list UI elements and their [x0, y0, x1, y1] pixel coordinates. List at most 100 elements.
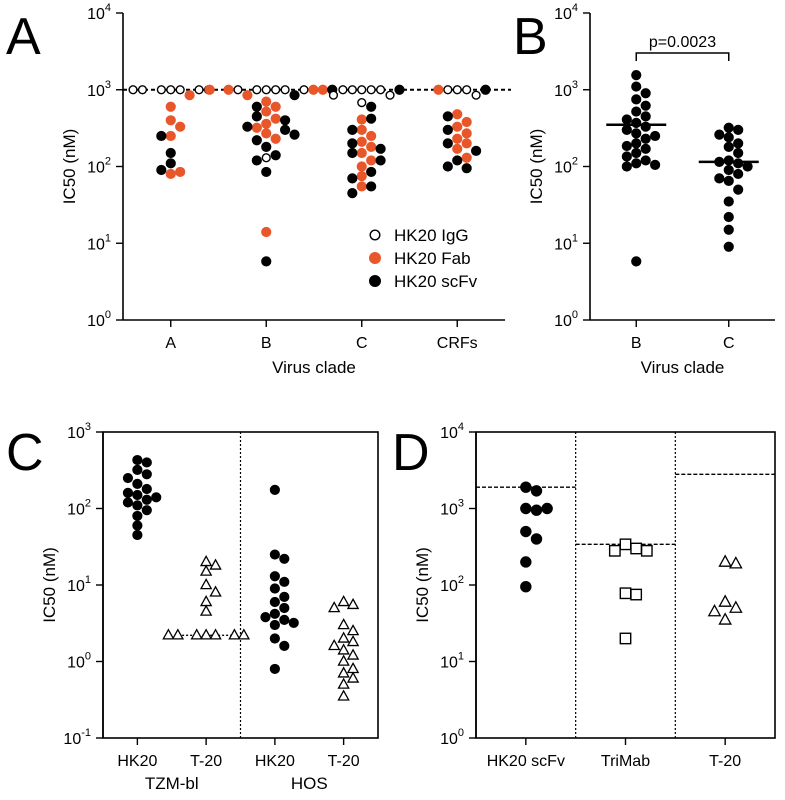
data-point	[621, 161, 632, 172]
data-point	[520, 581, 532, 593]
data-point	[162, 628, 175, 640]
data-point	[530, 504, 543, 516]
data-point	[461, 163, 472, 174]
data-point	[385, 90, 395, 100]
y-tick-label: 101	[67, 574, 91, 595]
data-point	[442, 111, 453, 122]
data-point	[337, 643, 350, 655]
data-point	[541, 502, 553, 515]
data-point	[461, 128, 472, 139]
x-tick-label: C	[723, 335, 735, 352]
data-point	[640, 121, 651, 132]
data-point	[631, 128, 642, 139]
data-point	[357, 98, 367, 108]
data-point	[251, 155, 262, 166]
x-axis-label: Virus clade	[272, 358, 356, 377]
legend-label: HK20 scFv	[394, 272, 478, 291]
group-label: HOS	[291, 774, 328, 793]
data-point	[337, 666, 350, 678]
data-point	[122, 497, 134, 508]
data-point	[132, 454, 143, 466]
data-point	[376, 85, 386, 95]
data-point	[631, 138, 642, 149]
data-point	[242, 90, 253, 101]
data-point	[346, 597, 360, 610]
data-point	[347, 124, 358, 135]
x-tick-label: HK20 scFv	[487, 753, 565, 770]
x-axis-label: Virus clade	[641, 358, 725, 377]
data-point	[723, 132, 734, 143]
y-tick-label: 101	[440, 651, 464, 672]
data-point	[723, 155, 734, 166]
data-point	[338, 85, 348, 95]
panel-label-a: A	[6, 8, 41, 66]
data-point	[621, 114, 632, 125]
data-point	[270, 133, 281, 144]
data-point	[328, 90, 339, 100]
y-tick-label: 102	[554, 156, 578, 177]
data-point	[327, 638, 341, 651]
data-point	[132, 500, 143, 511]
data-point	[269, 608, 280, 619]
data-point	[729, 600, 743, 613]
y-tick-label: 102	[440, 574, 464, 595]
legend-label: HK20 Fab	[394, 249, 471, 268]
y-tick-label: 10-1	[63, 727, 91, 748]
data-point	[132, 478, 143, 489]
data-point	[356, 114, 367, 125]
data-point	[640, 133, 651, 144]
data-point	[619, 587, 632, 600]
data-point	[357, 85, 367, 95]
data-point	[122, 487, 134, 498]
data-point	[742, 161, 753, 172]
data-point	[347, 188, 358, 199]
panel-d-chart: 100 101 102 103 104 IC50 (nM) HK20 scFv TriMab T…	[413, 421, 776, 770]
data-point	[723, 175, 734, 186]
data-point	[269, 583, 280, 594]
data-point	[366, 181, 377, 192]
data-point	[269, 571, 280, 582]
data-point	[261, 166, 272, 178]
panel-label-c: C	[6, 424, 44, 482]
data-point	[260, 612, 271, 623]
data-point	[630, 542, 643, 555]
data-point	[184, 90, 195, 101]
data-point	[261, 153, 271, 163]
data-point	[280, 115, 291, 126]
data-point	[233, 85, 243, 95]
data-point	[640, 111, 651, 122]
y-tick-label: 101	[87, 232, 111, 253]
data-point	[366, 101, 377, 112]
data-point	[442, 124, 453, 135]
data-point	[631, 158, 642, 169]
data-point	[723, 211, 734, 223]
panel-label-b: B	[513, 8, 548, 66]
y-tick-label: 104	[440, 421, 464, 442]
data-point	[346, 671, 360, 683]
data-point	[375, 143, 386, 154]
data-point	[280, 85, 290, 95]
data-point	[356, 181, 367, 192]
data-point	[288, 617, 299, 628]
data-point	[640, 143, 651, 154]
data-point	[452, 121, 463, 132]
data-point	[631, 94, 642, 105]
data-point	[156, 164, 167, 176]
data-point	[640, 544, 653, 557]
data-point	[151, 492, 162, 503]
y-tick-label: 103	[87, 79, 111, 100]
data-point	[443, 85, 453, 95]
data-point	[733, 168, 744, 180]
x-tick-label: C	[356, 335, 368, 352]
data-point	[530, 485, 543, 497]
data-point	[650, 130, 661, 142]
legend-label: HK20 IgG	[394, 226, 469, 245]
y-tick-label: 100	[67, 651, 91, 672]
data-point	[461, 152, 472, 163]
panel-a-chart: 100 101 102 103 104 IC50 (nM) A B C CRFs Virus cla…	[60, 2, 511, 377]
data-point	[733, 124, 744, 135]
data-point	[433, 84, 444, 95]
data-point	[640, 155, 651, 166]
data-point	[442, 161, 453, 172]
data-point	[137, 85, 148, 95]
